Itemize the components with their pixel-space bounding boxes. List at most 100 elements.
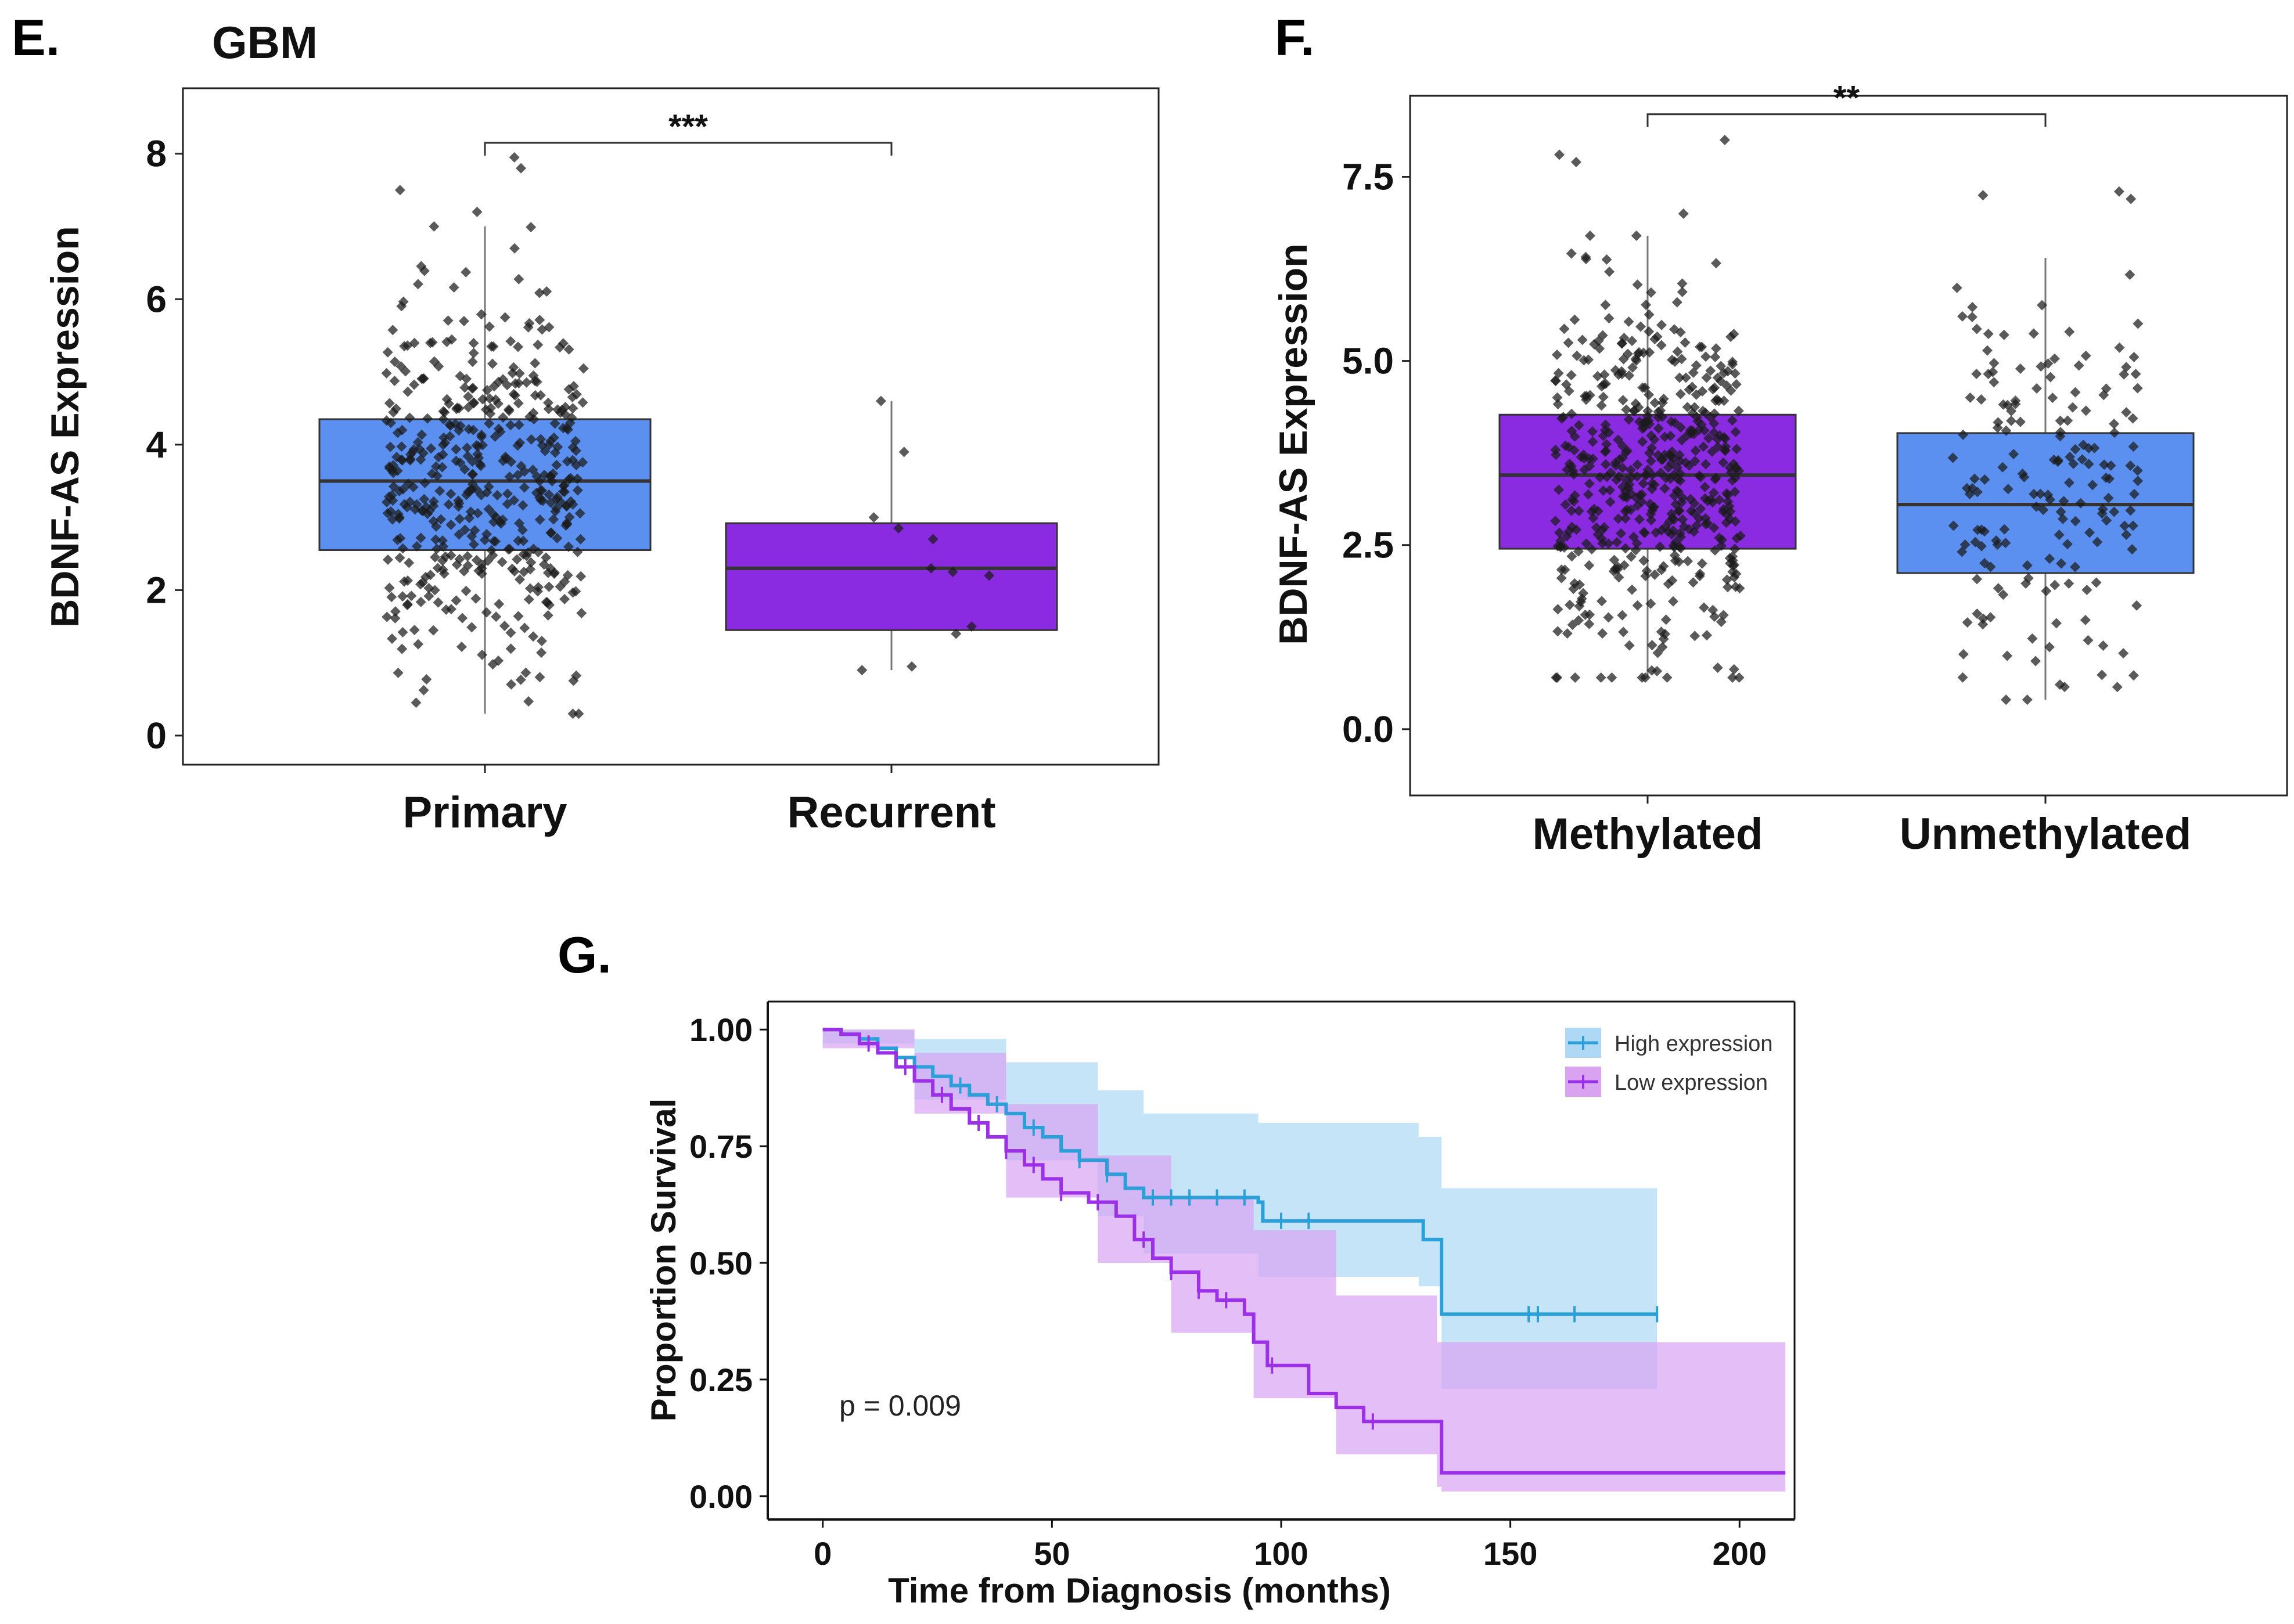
panel-f-data-point [1665, 451, 1676, 462]
panel-f-data-point [1579, 464, 1590, 475]
panel-f-data-point [1580, 254, 1591, 265]
panel-f-data-point [1667, 513, 1678, 524]
panel-f-data-point [1636, 496, 1647, 507]
panel-e-data-point [412, 279, 423, 290]
panel-e-data-point [384, 463, 395, 474]
panel-f-data-point [1727, 672, 1738, 683]
panel-f-data-point [1645, 498, 1656, 509]
panel-f-data-point [1658, 393, 1669, 404]
panel-f-data-point [1556, 564, 1567, 575]
panel-f-data-point [2121, 529, 2132, 540]
panel-e-data-point [552, 441, 563, 452]
panel-e-data-point [428, 496, 439, 507]
panel-f-data-point [1705, 412, 1716, 423]
panel-f-data-point [2103, 492, 2114, 503]
panel-e-data-point [516, 163, 527, 174]
panel-e-data-point [462, 551, 473, 562]
panel-e-data-point [441, 336, 452, 347]
panel-e-data-point [528, 370, 539, 381]
panel-f-data-point [2127, 520, 2138, 531]
panel-f-data-point [1609, 563, 1620, 574]
panel-f-data-point [2028, 328, 2039, 339]
panel-e-data-point [495, 518, 506, 529]
panel-f-data-point [1992, 539, 2003, 550]
panel-e-data-point [389, 356, 400, 367]
panel-e-data-point [526, 557, 537, 568]
panel-f-data-point [2125, 460, 2136, 471]
panel-e-data-point [927, 534, 939, 545]
panel-e-data-point [430, 461, 441, 472]
panel-e-data-point [438, 432, 450, 443]
panel-f-data-point [2001, 425, 2012, 436]
panel-e-data-point [562, 570, 573, 581]
panel-f-data-point [1589, 339, 1600, 350]
panel-e-data-point [517, 500, 528, 511]
panel-f-data-point [1710, 351, 1721, 362]
panel-f-data-point [2031, 383, 2042, 394]
panel-f-data-point [1694, 571, 1705, 582]
panel-e-data-point [545, 470, 556, 481]
panel-f-data-point [1642, 410, 1653, 422]
panel-f-data-point [2029, 488, 2040, 499]
panel-f-yaxis: 0.0 2.5 5.0 7.5 [1342, 156, 2047, 804]
panel-e-data-point [519, 622, 530, 633]
panel-f-data-point [1993, 417, 2004, 428]
panel-f-data-point [1682, 402, 1693, 413]
panel-f-data-point [1967, 301, 1978, 312]
panel-f-data-point [1716, 616, 1727, 627]
panel-f-data-point [1601, 254, 1612, 265]
panel-f-data-point [1658, 561, 1669, 572]
panel-e-data-point [515, 674, 526, 685]
panel-f-data-point [1646, 514, 1657, 525]
panel-f-data-point [2126, 193, 2137, 204]
panel-f-data-point [2099, 459, 2110, 470]
panel-e-data-point [419, 265, 430, 276]
panel-e-data-point [484, 418, 495, 429]
panel-f-data-point [1552, 672, 1563, 683]
panel-f-data-point [1669, 324, 1680, 335]
panel-f-data-point [2064, 326, 2075, 337]
panel-e-data-point [567, 499, 578, 510]
panel-e-data-point [409, 504, 420, 515]
panel-f-data-point [1646, 430, 1657, 441]
panel-f-data-point [2056, 558, 2067, 569]
panel-e-data-point [514, 368, 525, 379]
panel-e-data-point [394, 513, 405, 524]
panel-e-data-point [488, 509, 499, 520]
panel-f-data-point [1620, 513, 1631, 524]
panel-f-data-point [1731, 568, 1742, 579]
panel-f-data-point [1718, 457, 1729, 468]
panel-e-data-point [533, 339, 544, 350]
panel-f-data-point [1724, 462, 1735, 473]
panel-e-data-point [388, 481, 399, 492]
panel-f-data-point [1669, 550, 1680, 561]
panel-e-data-point [487, 358, 498, 369]
panel-f-data-point [1651, 527, 1662, 538]
panel-e-data-point [468, 337, 479, 348]
panel-e-data-point [893, 523, 904, 534]
panel-e-data-point [418, 577, 429, 588]
panel-f-data-point [2132, 465, 2143, 476]
panel-e-data-point [439, 407, 450, 418]
panel-f-data-point [1573, 505, 1584, 516]
panel-f-data-point [1718, 368, 1730, 379]
panel-f-data-point [1617, 462, 1628, 473]
panel-e-data-point [572, 473, 583, 484]
panel-f-data-point [1958, 429, 1969, 440]
panel-e-data-point [484, 321, 495, 332]
panel-e-data-point [387, 514, 398, 525]
panel-e-data-point [428, 516, 439, 527]
panel-e-data-point [533, 582, 544, 593]
panel-e-data-point [397, 626, 408, 638]
panel-f-data-point [1624, 640, 1635, 651]
panel-e-data-point [545, 527, 556, 538]
panel-f-data-point [1705, 365, 1716, 376]
km-ytick-label: 1.00 [689, 1011, 753, 1048]
panel-f-data-point [1566, 494, 1577, 505]
panel-f-data-point [1972, 574, 1983, 585]
panel-e-data-point [406, 590, 417, 602]
panel-f-data-point [1734, 466, 1745, 477]
panel-f-data-point [1710, 395, 1721, 406]
panel-f-data-point [1555, 541, 1566, 552]
panel-f-data-point [1966, 311, 1977, 322]
